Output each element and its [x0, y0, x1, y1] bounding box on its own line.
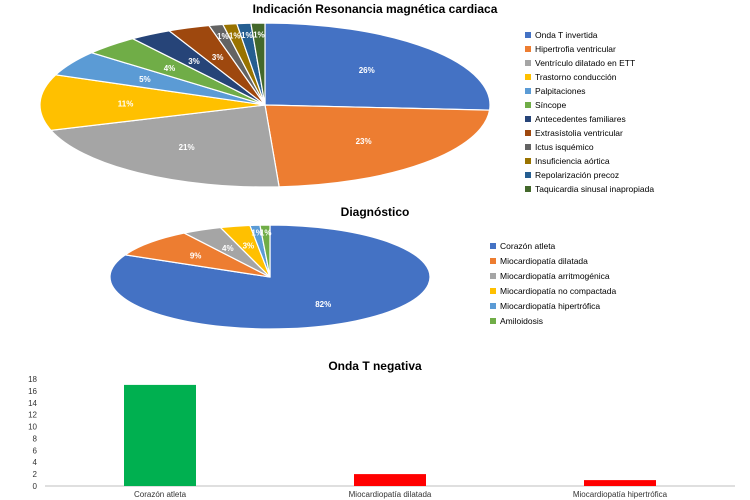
indication-slice-label-extrasistolia-ventricular: 3% — [212, 53, 224, 62]
indication-legend-label-ictus-isquemico: Ictus isquémico — [535, 142, 594, 152]
indication-legend-swatch-onda-t-invertida — [525, 32, 531, 38]
indication-legend: Onda T invertida Hipertrofia ventricular V… — [525, 30, 654, 194]
t-wave-bar-miocardiopatia-dilatada — [354, 474, 426, 486]
indication-legend-label-onda-t-invertida: Onda T invertida — [535, 30, 598, 40]
t-wave-y-tick-4: 4 — [33, 458, 38, 467]
t-wave-bars — [124, 384, 656, 486]
diagnosis-slice-amiloidosis — [259, 224, 271, 278]
indication-legend-label-repolarizacion-precoz: Repolarización precoz — [535, 170, 619, 180]
indication-legend-label-sincope: Síncope — [535, 100, 566, 110]
t-wave-y-tick-2: 2 — [33, 470, 38, 479]
t-wave-chart-title: Onda T negativa — [328, 359, 422, 373]
diagnosis-legend-label-miocardiopatia-no-compactada: Miocardiopatía no compactada — [500, 286, 617, 296]
t-wave-y-tick-6: 6 — [33, 446, 38, 455]
indication-slice-ventriculo-dilatado-en-ett — [49, 104, 280, 188]
diagnosis-slice-label-amiloidosis: 1% — [260, 228, 272, 237]
diagnosis-legend: Corazón atleta Miocardiopatía dilatada Mio… — [490, 241, 617, 326]
indication-legend-label-extrasistolia-ventricular: Extrasístolia ventricular — [535, 128, 623, 138]
diagnosis-slice-miocardiopatia-dilatada — [123, 232, 271, 278]
diagnosis-slice-label-miocardiopatia-arritmogenica: 4% — [222, 244, 234, 253]
diagnosis-slice-label-miocardiopatia-dilatada: 9% — [190, 252, 202, 261]
t-wave-y-tick-16: 16 — [28, 387, 37, 396]
diagnosis-chart-title: Diagnóstico — [341, 205, 410, 219]
indication-legend-swatch-ventriculo-dilatado-en-ett — [525, 60, 531, 66]
diagnosis-slice-label-miocardiopatia-hipertrofica: 1% — [251, 229, 263, 238]
indication-legend-label-hipertrofia-ventricular: Hipertrofia ventricular — [535, 44, 616, 54]
indication-slice-label-taquicardia-sinusal-inapropiada: 1% — [253, 31, 265, 40]
indication-pie-labels: 26%23%21%11%5%4%3% 3%1% 1% 1% 1% — [118, 31, 375, 153]
diagnosis-pie-slices — [109, 224, 431, 330]
t-wave-bar-miocardiopatia-hipertrofica — [584, 480, 656, 486]
diagnosis-legend-swatch-miocardiopatia-dilatada — [490, 258, 496, 264]
t-wave-y-tick-0: 0 — [33, 482, 38, 491]
diagnosis-legend-label-miocardiopatia-arritmogenica: Miocardiopatía arritmogénica — [500, 271, 610, 281]
t-wave-y-tick-10: 10 — [28, 423, 37, 432]
diagnosis-legend-swatch-miocardiopatia-arritmogenica — [490, 273, 496, 279]
indication-slice-label-repolarizacion-precoz: 1% — [241, 31, 253, 40]
diagnosis-legend-label-corazon-atleta: Corazón atleta — [500, 241, 556, 251]
indication-slice-label-palpitaciones: 5% — [139, 75, 151, 84]
indication-slice-label-insuficiencia-aortica: 1% — [229, 31, 241, 40]
indication-legend-label-antecedentes-familiares: Antecedentes familiares — [535, 114, 626, 124]
diagnosis-legend-swatch-miocardiopatia-hipertrofica — [490, 303, 496, 309]
diagnosis-pie-chart: Diagnóstico 82% 9% 4% 3% 1%1% Corazón atleta… — [109, 205, 617, 330]
indication-legend-swatch-taquicardia-sinusal-inapropiada — [525, 186, 531, 192]
diagnosis-legend-swatch-amiloidosis — [490, 318, 496, 324]
indication-pie-slices — [39, 22, 491, 188]
indication-legend-label-insuficiencia-aortica: Insuficiencia aórtica — [535, 156, 610, 166]
indication-legend-swatch-insuficiencia-aortica — [525, 158, 531, 164]
indication-legend-label-ventriculo-dilatado-en-ett: Ventrículo dilatado en ETT — [535, 58, 635, 68]
t-wave-x-axis-labels: Corazón atleta Miocardiopatía dilatada Mio… — [134, 490, 668, 499]
diagnosis-slice-label-corazon-atleta: 82% — [315, 300, 331, 309]
indication-slice-label-ventriculo-dilatado-en-ett: 21% — [179, 143, 195, 152]
t-wave-bar-corazon-atleta — [124, 384, 196, 486]
indication-pie-chart: Indicación Resonancia magnética cardiaca… — [39, 2, 654, 194]
t-wave-x-label-corazon-atleta: Corazón atleta — [134, 490, 187, 499]
t-wave-bar-chart: Onda T negativa 0 2 4 6 8 10 12 14 16 18 Corazón … — [28, 359, 735, 499]
diagnosis-legend-swatch-corazon-atleta — [490, 243, 496, 249]
t-wave-y-tick-12: 12 — [28, 411, 37, 420]
indication-slice-label-antecedentes-familiares: 3% — [188, 57, 200, 66]
indication-legend-swatch-sincope — [525, 102, 531, 108]
indication-slice-label-sincope: 4% — [164, 64, 176, 73]
t-wave-y-axis: 0 2 4 6 8 10 12 14 16 18 — [28, 375, 37, 491]
diagnosis-legend-label-miocardiopatia-hipertrofica: Miocardiopatía hipertrófica — [500, 301, 600, 311]
indication-legend-label-palpitaciones: Palpitaciones — [535, 86, 586, 96]
indication-slice-onda-t-invertida — [264, 22, 491, 111]
indication-legend-swatch-trastorno-conduccion — [525, 74, 531, 80]
indication-legend-swatch-antecedentes-familiares — [525, 116, 531, 122]
indication-slice-trastorno-conduccion — [39, 74, 266, 131]
diagnosis-legend-label-miocardiopatia-dilatada: Miocardiopatía dilatada — [500, 256, 588, 266]
indication-chart-title: Indicación Resonancia magnética cardiaca — [253, 2, 498, 16]
indication-legend-swatch-ictus-isquemico — [525, 144, 531, 150]
diagnosis-legend-label-amiloidosis: Amiloidosis — [500, 316, 543, 326]
indication-slice-label-trastorno-conduccion: 11% — [118, 99, 134, 108]
indication-legend-swatch-hipertrofia-ventricular — [525, 46, 531, 52]
indication-slice-taquicardia-sinusal-inapropiada — [250, 22, 266, 106]
indication-slice-hipertrofia-ventricular — [264, 104, 491, 188]
indication-slice-label-onda-t-invertida: 26% — [359, 66, 375, 75]
t-wave-x-label-miocardiopatia-dilatada: Miocardiopatía dilatada — [349, 490, 432, 499]
indication-slice-label-hipertrofia-ventricular: 23% — [356, 137, 372, 146]
indication-legend-label-trastorno-conduccion: Trastorno conducción — [535, 72, 617, 82]
t-wave-y-tick-18: 18 — [28, 375, 37, 384]
indication-legend-swatch-extrasistolia-ventricular — [525, 130, 531, 136]
t-wave-y-tick-14: 14 — [28, 399, 37, 408]
diagnosis-slice-label-miocardiopatia-no-compactada: 3% — [243, 242, 255, 251]
indication-legend-swatch-palpitaciones — [525, 88, 531, 94]
t-wave-y-tick-8: 8 — [33, 434, 38, 443]
indication-legend-label-taquicardia-sinusal-inapropiada: Taquicardia sinusal inapropiada — [535, 184, 654, 194]
diagnosis-pie-labels: 82% 9% 4% 3% 1%1% — [190, 228, 331, 309]
indication-slice-label-ictus-isquemico: 1% — [217, 32, 229, 41]
t-wave-x-label-miocardiopatia-hipertrofica: Miocardiopatía hipertrófica — [573, 490, 668, 499]
diagnosis-legend-swatch-miocardiopatia-no-compactada — [490, 288, 496, 294]
indication-legend-swatch-repolarizacion-precoz — [525, 172, 531, 178]
